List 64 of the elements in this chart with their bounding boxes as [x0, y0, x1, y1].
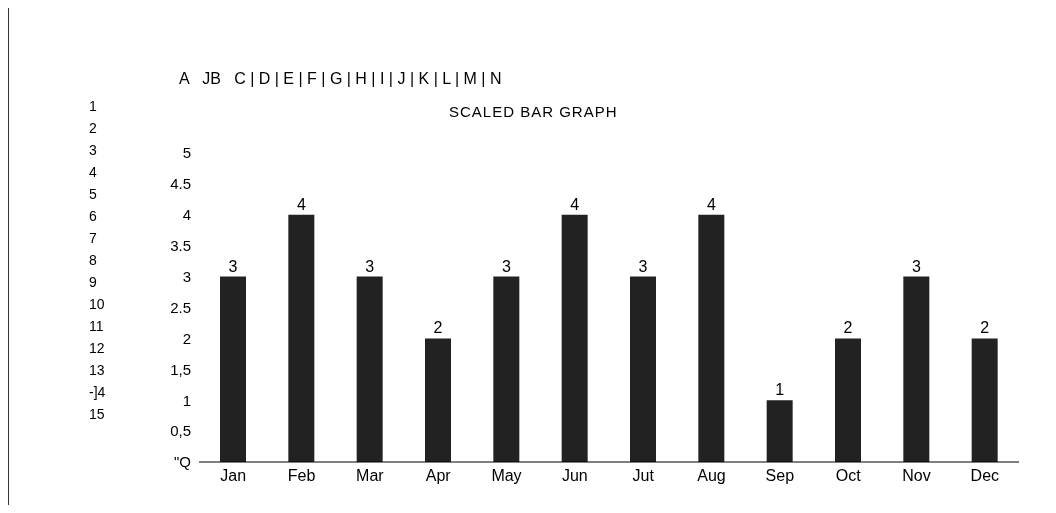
text: 1: [89, 98, 98, 114]
x-tick-label: Sep: [765, 467, 795, 485]
bar: [220, 276, 246, 462]
x-tick-label: Feb: [287, 467, 316, 485]
text: 4: [89, 164, 98, 180]
text: 11: [89, 318, 105, 334]
data-label: 3: [638, 257, 648, 275]
text: 10: [89, 296, 106, 312]
data-label: 3: [911, 257, 921, 275]
x-tick-label: Nov: [902, 467, 931, 485]
bar: [288, 214, 315, 462]
text: 5: [89, 186, 98, 202]
data-label: 4: [570, 195, 580, 213]
text: 8: [89, 252, 98, 268]
text: 6: [89, 208, 98, 224]
data-label: 4: [706, 195, 716, 213]
y-tick-label: 0,5: [170, 422, 191, 440]
bar: [903, 276, 930, 462]
bar: [766, 400, 793, 462]
x-tick-label: Dec: [970, 467, 1000, 485]
bar: [425, 338, 451, 462]
y-tick-label: "Q: [174, 453, 191, 471]
y-tick-label: 1,5: [170, 360, 191, 378]
text: A JB C | D | E | F | G | H | I | J | K | L | M | N: [179, 70, 502, 88]
x-tick-label: Apr: [425, 467, 452, 485]
data-label: 2: [433, 319, 443, 337]
data-label: 4: [296, 195, 306, 213]
text: -]4: [89, 384, 106, 400]
data-label: 2: [843, 319, 853, 337]
bar: [698, 214, 725, 462]
y-tick-label: 5: [182, 144, 191, 162]
data-label: 3: [365, 257, 375, 275]
x-tick-label: Oct: [835, 467, 862, 485]
data-label: 3: [228, 257, 238, 275]
bar: [630, 276, 656, 462]
data-label: 1: [775, 381, 785, 399]
bar: [971, 338, 998, 462]
x-tick-label: Jan: [220, 467, 247, 485]
y-tick-label: 2: [182, 329, 191, 347]
text: 13: [89, 362, 106, 378]
y-tick-label: 3: [182, 267, 191, 285]
text: 9: [89, 274, 98, 290]
x-tick-label: Jut: [632, 467, 655, 485]
y-tick-label: 3.5: [170, 237, 191, 255]
data-label: 3: [501, 257, 511, 275]
y-tick-label: 1: [182, 391, 191, 409]
bar: [356, 276, 383, 462]
y-tick-label: 4: [182, 206, 191, 224]
y-tick-label: 4.5: [170, 175, 191, 193]
bar: [493, 276, 520, 462]
text: 3: [89, 142, 98, 158]
text: 7: [89, 230, 98, 246]
data-label: 2: [980, 319, 990, 337]
x-tick-label: May: [491, 467, 522, 485]
chart-title: SCALED BAR GRAPH: [449, 103, 618, 120]
y-tick-label: 2.5: [170, 298, 191, 316]
text: 2: [89, 120, 98, 136]
x-tick-label: Jun: [561, 467, 588, 485]
x-tick-label: Mar: [356, 467, 385, 485]
x-tick-label: Aug: [697, 467, 726, 485]
bar: [835, 338, 861, 462]
bar: [561, 214, 588, 462]
text: 15: [89, 406, 106, 422]
text: 12: [89, 340, 106, 356]
